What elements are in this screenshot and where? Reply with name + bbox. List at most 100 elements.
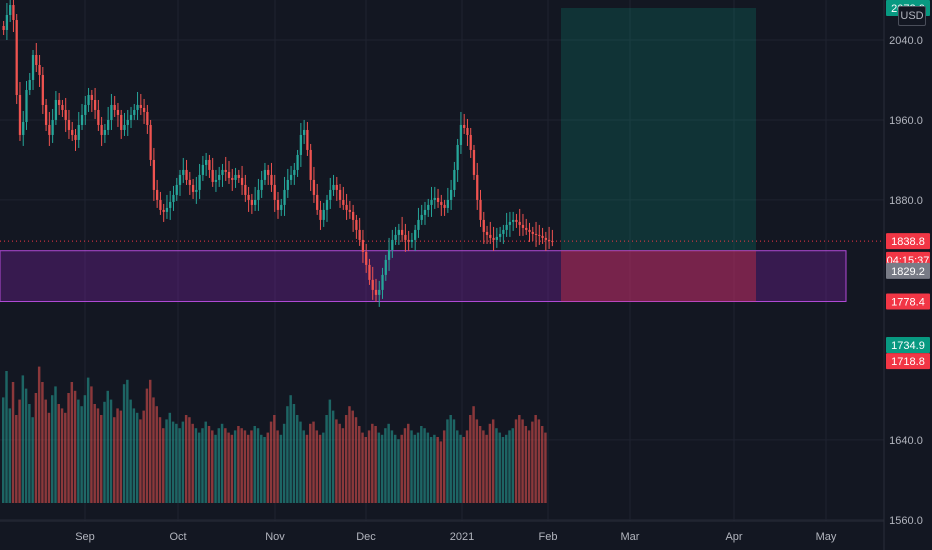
candle-body bbox=[358, 229, 361, 240]
candle-body bbox=[257, 189, 260, 200]
candle-body bbox=[420, 214, 423, 220]
volume-bar bbox=[31, 417, 34, 503]
volume-bar bbox=[21, 375, 25, 503]
candle-body bbox=[407, 239, 410, 242]
volume-bar bbox=[276, 430, 279, 503]
candle-body bbox=[512, 219, 515, 222]
candle-body bbox=[77, 124, 80, 140]
candle-body bbox=[521, 224, 525, 228]
volume-bar bbox=[436, 437, 439, 503]
candle-body bbox=[551, 240, 554, 242]
volume-bar bbox=[534, 415, 537, 503]
candle-body bbox=[515, 219, 518, 222]
volume-bar bbox=[351, 410, 354, 503]
x-tick-label: Sep bbox=[75, 531, 95, 543]
candle-body bbox=[329, 189, 332, 200]
volume-bar bbox=[344, 415, 348, 503]
candle-body bbox=[492, 237, 495, 240]
candle-body bbox=[172, 194, 175, 202]
volume-bar bbox=[472, 406, 475, 503]
volume-bar bbox=[416, 432, 420, 503]
candle-body bbox=[387, 249, 391, 260]
price-badge bbox=[886, 233, 930, 250]
candle-body bbox=[414, 229, 417, 240]
candle-body bbox=[351, 211, 355, 220]
volume-bar bbox=[475, 419, 479, 503]
volume-bar bbox=[119, 410, 123, 503]
candle-body bbox=[325, 199, 329, 210]
volume-bar bbox=[243, 430, 247, 503]
candle-body bbox=[309, 149, 312, 180]
candle-body bbox=[9, 5, 12, 16]
candle-body bbox=[316, 194, 319, 210]
candle-body bbox=[156, 189, 159, 200]
volume-bar bbox=[266, 432, 270, 503]
volume-bar bbox=[178, 428, 181, 503]
candle-body bbox=[126, 119, 129, 125]
volume-bar bbox=[80, 406, 83, 503]
volume-bar bbox=[54, 386, 57, 503]
price-badge bbox=[886, 353, 930, 370]
volume-bar bbox=[384, 428, 387, 503]
candle-body bbox=[221, 169, 224, 175]
volume-bar bbox=[109, 399, 113, 503]
candle-body bbox=[273, 184, 276, 200]
volume-bar bbox=[309, 423, 312, 503]
volume-bar bbox=[537, 419, 541, 503]
candle-body bbox=[518, 221, 521, 225]
volume-bar bbox=[423, 428, 426, 503]
volume-bar bbox=[456, 430, 459, 503]
candle-body bbox=[531, 231, 534, 234]
candle-body bbox=[498, 233, 502, 237]
demand-zone bbox=[0, 250, 847, 302]
volume-bar bbox=[145, 388, 149, 503]
candle-body bbox=[38, 64, 41, 75]
volume-bar bbox=[135, 412, 139, 503]
volume-bar bbox=[90, 386, 93, 503]
candle-body bbox=[146, 111, 149, 125]
volume-bar bbox=[449, 415, 452, 503]
candle-body bbox=[361, 239, 365, 252]
candle-body bbox=[208, 159, 211, 170]
candle-body bbox=[61, 104, 64, 110]
volume-bar bbox=[315, 430, 319, 503]
volume-bar bbox=[152, 397, 155, 503]
candle-body bbox=[195, 189, 198, 192]
candle-body bbox=[489, 234, 492, 238]
volume-bar bbox=[305, 434, 309, 503]
candle-body bbox=[120, 114, 123, 130]
x-tick-label: Apr bbox=[725, 531, 742, 543]
volume-bar bbox=[364, 437, 368, 503]
volume-bar bbox=[64, 412, 67, 503]
x-tick-label: May bbox=[816, 531, 837, 543]
candle-body bbox=[371, 279, 374, 290]
candle-body bbox=[244, 184, 247, 195]
volume-bar bbox=[139, 419, 142, 503]
volume-bar bbox=[495, 428, 498, 503]
volume-bar bbox=[106, 390, 109, 503]
volume-bar bbox=[41, 382, 44, 503]
candle-body bbox=[97, 109, 100, 125]
candle-body bbox=[397, 229, 400, 235]
volume-bar bbox=[155, 406, 158, 503]
candle-body bbox=[440, 201, 443, 205]
currency-label[interactable]: USD bbox=[898, 6, 926, 26]
candle-body bbox=[80, 114, 84, 125]
candle-body bbox=[90, 94, 93, 100]
candle-body bbox=[224, 169, 227, 172]
price-badge bbox=[886, 336, 930, 353]
candle-body bbox=[5, 15, 9, 31]
volume-bar bbox=[86, 377, 90, 503]
volume-bar bbox=[400, 434, 403, 503]
position-stop-box bbox=[561, 250, 756, 302]
volume-bar bbox=[260, 434, 263, 503]
volume-bar bbox=[341, 428, 345, 503]
candle-body bbox=[191, 184, 195, 192]
candle-body bbox=[342, 199, 345, 205]
candle-body bbox=[71, 129, 74, 135]
volume-bar bbox=[44, 399, 47, 503]
candle-body bbox=[472, 149, 476, 175]
volume-bar bbox=[113, 417, 116, 503]
candle-body bbox=[378, 289, 381, 295]
